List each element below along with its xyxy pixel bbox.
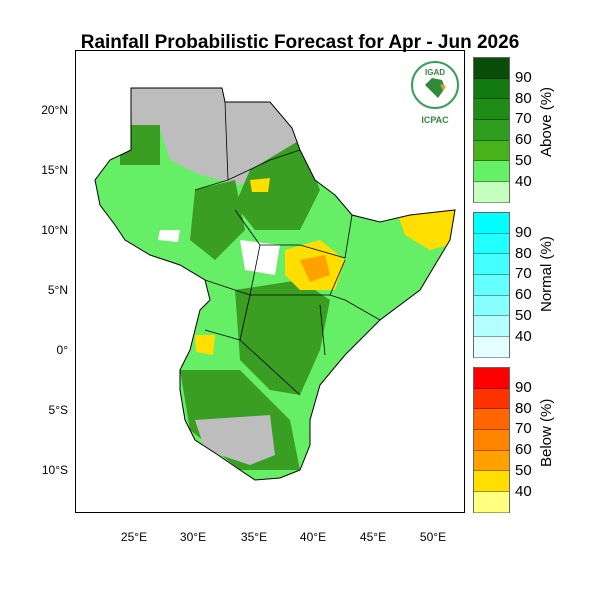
colorbar-swatch [474, 99, 509, 121]
colorbar-swatch [474, 388, 509, 410]
colorbar-swatch [474, 295, 509, 317]
colorbar-level: 40 [515, 172, 532, 190]
above-50-area [235, 140, 320, 230]
colorbar-level: 90 [515, 69, 532, 86]
colorbar-swatch [474, 120, 509, 141]
colorbar-swatch [474, 316, 509, 338]
colorbar-level: 60 [515, 286, 532, 304]
igad-icpac-logo: IGAD ICPAC [405, 60, 465, 125]
lat-tick: 10°S [41, 463, 68, 477]
chart-title: Rainfall Probabilistic Forecast for Apr … [80, 32, 520, 53]
colorbar-swatch [474, 213, 509, 234]
colorbar-level: 80 [515, 244, 532, 262]
colorbar-swatch [474, 430, 509, 451]
lon-tick: 25°E [120, 530, 148, 544]
colorbar-swatch [474, 161, 509, 183]
colorbar-below [473, 367, 510, 513]
colorbar-swatch [474, 58, 509, 79]
lat-tick: 5°S [48, 403, 68, 417]
below-40-area [398, 210, 455, 250]
colorbar-level: 40 [515, 482, 532, 500]
colorbar-level: 70 [515, 420, 532, 438]
colorbar-swatch [474, 471, 509, 493]
dry-season-area-north [125, 88, 300, 185]
colorbar-title: Above (%) [538, 86, 555, 157]
colorbar-swatch [474, 254, 509, 276]
colorbar-level: 90 [515, 379, 532, 396]
colorbar-level: 40 [515, 327, 532, 345]
below-40-area [250, 178, 270, 192]
lat-tick: 0° [56, 343, 68, 357]
colorbar-level: 50 [515, 151, 532, 169]
colorbar-swatch [474, 78, 509, 100]
above-50-area [190, 180, 245, 260]
igad-emblem-icon: IGAD [411, 61, 459, 109]
lon-tick: 35°E [240, 530, 268, 544]
above-50-area [120, 125, 160, 165]
colorbar-level: 60 [515, 131, 532, 149]
normal-area [240, 240, 280, 275]
colorbar-level: 50 [515, 461, 532, 479]
colorbar-level: 70 [515, 265, 532, 283]
colorbar-swatch [474, 368, 509, 389]
colorbar-swatch [474, 450, 509, 472]
colorbar-swatch [474, 275, 509, 296]
colorbar-level: 70 [515, 110, 532, 128]
colorbar-level: 90 [515, 224, 532, 241]
svg-text:IGAD: IGAD [425, 68, 445, 77]
country-borders [194, 101, 381, 396]
colorbar-swatch [474, 492, 509, 513]
map-frame [75, 50, 465, 513]
lat-tick: 15°N [41, 163, 68, 177]
colorbar-swatch [474, 337, 509, 358]
colorbar-swatch [474, 233, 509, 255]
colorbar-level: 50 [515, 306, 532, 324]
colorbar-normal [473, 212, 510, 358]
colorbar-level: 80 [515, 89, 532, 107]
normal-area [158, 230, 180, 242]
below-40-area [195, 335, 215, 355]
dry-season-area-south [195, 415, 275, 465]
lon-tick: 30°E [179, 530, 207, 544]
lon-tick: 40°E [299, 530, 327, 544]
below-50-area [300, 255, 330, 282]
colorbar-title: Normal (%) [538, 236, 555, 312]
lat-tick: 10°N [41, 223, 68, 237]
colorbar-level: 60 [515, 441, 532, 459]
colorbar-swatch [474, 140, 509, 162]
lon-tick: 45°E [359, 530, 387, 544]
colorbar-level: 80 [515, 399, 532, 417]
colorbar-swatch [474, 182, 509, 203]
above-50-area [235, 280, 330, 395]
colorbar-above [473, 57, 510, 203]
lat-tick: 20°N [41, 103, 68, 117]
colorbar-title: Below (%) [538, 398, 555, 467]
colorbar-swatch [474, 409, 509, 431]
lon-tick: 50°E [419, 530, 447, 544]
lat-tick: 5°N [47, 283, 68, 297]
